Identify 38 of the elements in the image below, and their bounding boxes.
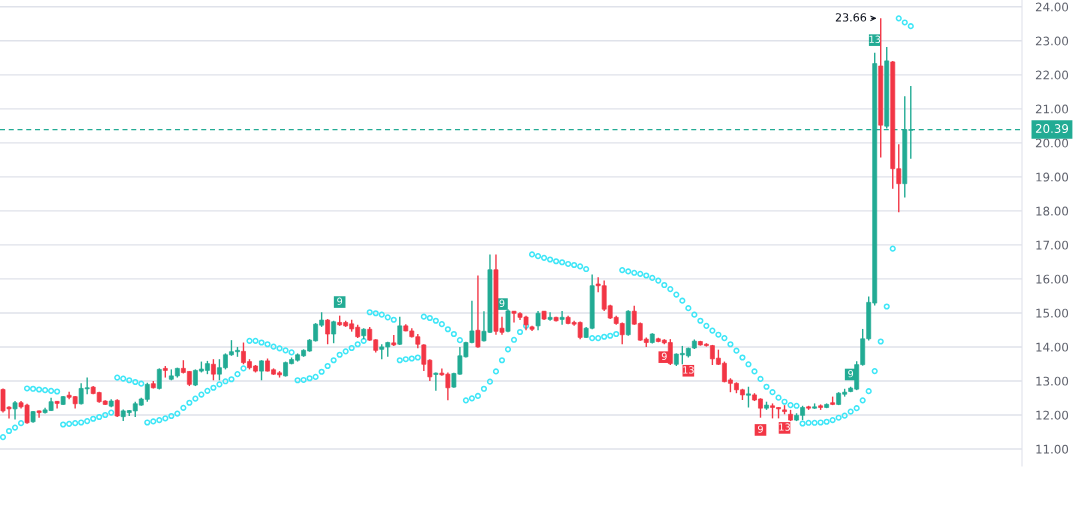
annotation: 13 bbox=[779, 423, 790, 431]
y-tick-label: 20.00 bbox=[1035, 138, 1069, 148]
candlestick bbox=[475, 274, 481, 349]
annotation: 23.66 bbox=[835, 13, 867, 22]
y-tick-label: 21.00 bbox=[1035, 104, 1069, 114]
candlestick bbox=[535, 310, 541, 331]
candlestick bbox=[625, 309, 631, 337]
y-tick-label: 11.00 bbox=[1036, 444, 1069, 454]
y-tick-label: 19.00 bbox=[1036, 172, 1069, 182]
candlestick bbox=[559, 310, 565, 326]
candlestick bbox=[746, 386, 751, 409]
annotation: 13 bbox=[683, 366, 694, 374]
candlestick bbox=[12, 400, 18, 421]
candlestick bbox=[54, 400, 60, 410]
candlestick bbox=[36, 409, 42, 419]
y-tick-label: 24.00 bbox=[1035, 2, 1069, 12]
annotation: 9 bbox=[337, 297, 343, 305]
y-tick-label: 17.00 bbox=[1036, 240, 1069, 250]
y-tick-label: 15.00 bbox=[1036, 308, 1069, 318]
annotation: 13 bbox=[869, 35, 881, 43]
candlestick bbox=[325, 318, 331, 345]
candlestick bbox=[397, 315, 403, 346]
y-tick-label: 16.00 bbox=[1036, 274, 1069, 284]
y-tick-label: 14.00 bbox=[1036, 342, 1069, 352]
annotation: 9 bbox=[758, 425, 763, 433]
y-tick-label: 23.00 bbox=[1035, 36, 1069, 46]
candlestick bbox=[259, 359, 264, 381]
candlestick bbox=[433, 371, 439, 392]
ref-line-label: 20.39 bbox=[1035, 124, 1069, 134]
y-tick-label: 12.00 bbox=[1036, 410, 1069, 420]
annotation: 9 bbox=[848, 369, 854, 378]
y-tick-label: 22.00 bbox=[1035, 70, 1069, 80]
annotation: 9 bbox=[661, 352, 667, 360]
candlestick bbox=[211, 358, 216, 381]
y-tick-label: 18.00 bbox=[1036, 206, 1069, 216]
candlestick bbox=[547, 311, 553, 322]
y-tick-label: 13.00 bbox=[1036, 376, 1069, 386]
annotation: 9 bbox=[499, 299, 505, 307]
